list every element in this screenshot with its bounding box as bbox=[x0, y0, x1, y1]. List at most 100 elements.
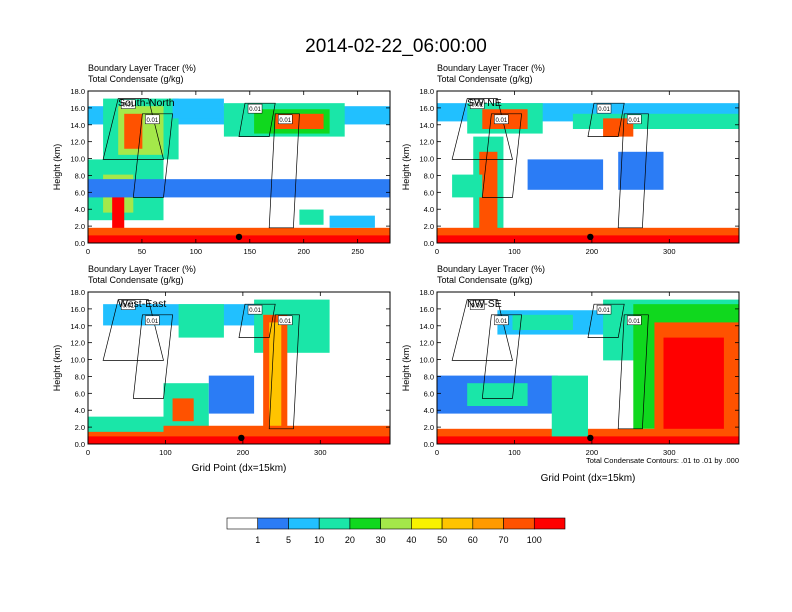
contour-label: 0.01 bbox=[628, 118, 640, 124]
colorbar-label: 5 bbox=[286, 535, 291, 545]
y-tick-label: 8.0 bbox=[75, 372, 85, 381]
y-tick-label: 6.0 bbox=[75, 389, 85, 398]
y-tick-label: 8.0 bbox=[75, 171, 85, 180]
condensate-contour bbox=[268, 113, 300, 229]
x-tick-label: 200 bbox=[586, 247, 599, 256]
condensate-contour bbox=[102, 299, 164, 361]
panel-name: West-East bbox=[118, 298, 166, 310]
contour-label-box bbox=[247, 304, 263, 315]
panel-4-label-1: Boundary Layer Tracer (%) bbox=[437, 264, 545, 274]
x-tick-label: 250 bbox=[351, 247, 364, 256]
contour-label: 0.01 bbox=[598, 308, 610, 314]
contour-label: 0.01 bbox=[496, 319, 508, 325]
colorbar-label: 40 bbox=[406, 535, 416, 545]
x-tick-label: 300 bbox=[663, 448, 676, 457]
condensate-contour bbox=[617, 314, 649, 430]
tracer-field-cell bbox=[527, 159, 604, 190]
colorbar-swatch bbox=[349, 517, 381, 530]
tracer-field-cell bbox=[437, 235, 739, 243]
contour-label-box bbox=[626, 315, 642, 326]
y-axis-label: Height (km) bbox=[401, 345, 411, 392]
y-axis-label: Height (km) bbox=[401, 144, 411, 191]
tracer-field-cell bbox=[512, 314, 573, 330]
colorbar-swatch bbox=[257, 517, 289, 530]
y-tick-label: 6.0 bbox=[424, 389, 434, 398]
colorbar-label: 10 bbox=[314, 535, 324, 545]
location-marker bbox=[238, 434, 245, 442]
y-tick-label: 8.0 bbox=[424, 372, 434, 381]
y-tick-label: 4.0 bbox=[424, 205, 434, 214]
y-tick-label: 2.0 bbox=[424, 222, 434, 231]
contour-label-box bbox=[277, 114, 293, 125]
y-tick-label: 2.0 bbox=[75, 222, 85, 231]
x-axis-label: Grid Point (dx=15km) bbox=[541, 473, 636, 484]
tracer-field-cell bbox=[88, 179, 390, 198]
y-tick-label: 14.0 bbox=[419, 121, 434, 130]
x-tick-label: 200 bbox=[586, 448, 599, 457]
condensate-contour bbox=[238, 102, 276, 137]
contour-label-box bbox=[145, 315, 160, 326]
colorbar-swatch bbox=[288, 517, 320, 530]
panel-2: 0.010.010.01 0.01SW-NE0.02.04.06.08.010.0… bbox=[401, 87, 740, 256]
y-tick-label: 14.0 bbox=[70, 322, 85, 331]
panel-1-label-2: Total Condensate (g/kg) bbox=[88, 74, 184, 84]
contour-label: 0.01 bbox=[147, 319, 159, 325]
y-tick-label: 14.0 bbox=[70, 121, 85, 130]
contour-label: 0.01 bbox=[147, 118, 159, 124]
colorbar-swatch bbox=[318, 517, 351, 530]
panel-4: 0.010.010.01 0.01NW-SE0.02.04.06.08.010.0… bbox=[401, 288, 740, 484]
x-tick-label: 200 bbox=[297, 247, 310, 256]
colorbar-swatch bbox=[380, 517, 412, 530]
y-tick-label: 10.0 bbox=[70, 155, 85, 164]
plot-frame bbox=[436, 90, 740, 244]
colorbar-label: 50 bbox=[437, 535, 447, 545]
y-tick-label: 0.0 bbox=[75, 239, 85, 248]
panel-name: SW-NE bbox=[467, 97, 502, 109]
y-tick-label: 18.0 bbox=[419, 288, 434, 297]
y-tick-label: 4.0 bbox=[424, 406, 434, 415]
tracer-field-cell bbox=[618, 151, 664, 190]
contour-label-box bbox=[469, 300, 485, 310]
plot-frame bbox=[87, 291, 391, 445]
tracer-field-cell bbox=[603, 118, 634, 137]
x-tick-label: 0 bbox=[86, 448, 90, 457]
panel-4-label-2: Total Condensate (g/kg) bbox=[437, 275, 533, 285]
panel-name: NW-SE bbox=[467, 298, 502, 310]
contour-label: 0.01 bbox=[279, 118, 291, 124]
location-marker bbox=[587, 233, 594, 241]
tracer-field-cell bbox=[208, 375, 255, 414]
condensate-contour bbox=[617, 113, 649, 229]
y-tick-label: 18.0 bbox=[419, 87, 434, 96]
y-tick-label: 8.0 bbox=[424, 171, 434, 180]
figure-title: 2014-02-22_06:00:00 bbox=[305, 36, 487, 57]
plot-frame bbox=[87, 90, 391, 244]
panel-3-label-2: Total Condensate (g/kg) bbox=[88, 275, 184, 285]
x-tick-label: 0 bbox=[86, 247, 90, 256]
condensate-contour bbox=[587, 303, 625, 338]
y-tick-label: 18.0 bbox=[70, 288, 85, 297]
x-tick-label: 300 bbox=[663, 247, 676, 256]
contour-label: 0.01 bbox=[249, 107, 261, 113]
contour-label-box bbox=[120, 300, 136, 310]
condensate-contour bbox=[451, 299, 513, 361]
x-axis-label: Grid Point (dx=15km) bbox=[192, 463, 287, 474]
y-tick-label: 0.0 bbox=[424, 440, 434, 449]
condensate-contour bbox=[132, 113, 173, 198]
location-marker bbox=[235, 233, 243, 241]
y-tick-label: 14.0 bbox=[419, 322, 434, 331]
colorbar-label: 100 bbox=[527, 535, 542, 545]
contour-label-box bbox=[120, 99, 136, 109]
y-tick-label: 4.0 bbox=[75, 406, 85, 415]
panels-group: 0.010.010.01 0.01South-North0.02.04.06.08… bbox=[52, 87, 740, 484]
tracer-field-cell bbox=[88, 436, 390, 444]
condensate-contour bbox=[587, 102, 625, 137]
x-tick-label: 300 bbox=[314, 448, 327, 457]
tracer-field-cell bbox=[299, 209, 324, 225]
colorbar-swatch bbox=[226, 517, 259, 530]
y-tick-label: 2.0 bbox=[75, 423, 85, 432]
tracer-field-cell bbox=[88, 416, 164, 432]
contour-label-box bbox=[494, 315, 509, 326]
contour-label: 0.01 bbox=[598, 107, 610, 113]
condensate-contour bbox=[102, 98, 164, 160]
tracer-field-cell bbox=[172, 98, 224, 119]
